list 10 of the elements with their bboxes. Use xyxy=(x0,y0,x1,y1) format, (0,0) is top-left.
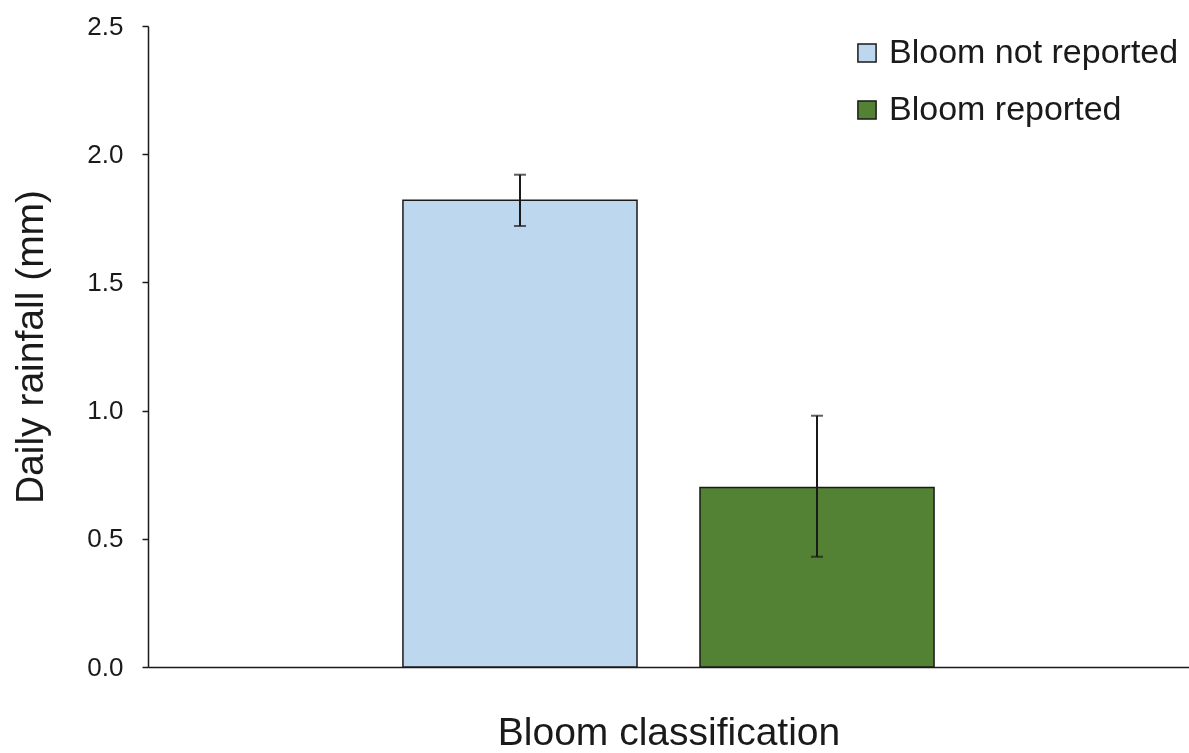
y-axis-title: Daily rainfall (mm) xyxy=(8,189,52,505)
y-tick-label: 2.5 xyxy=(87,10,124,41)
y-tick-label: 0.5 xyxy=(87,523,124,554)
legend-label: Bloom not reported xyxy=(889,32,1179,70)
legend-label: Bloom reported xyxy=(889,89,1122,127)
y-tick-label: 1.0 xyxy=(87,395,124,426)
y-tick-label: 1.5 xyxy=(87,266,124,297)
x-axis-title: Bloom classification xyxy=(497,709,841,753)
y-tick-label: 2.0 xyxy=(87,138,124,169)
y-tick-label: 0.0 xyxy=(87,651,124,682)
